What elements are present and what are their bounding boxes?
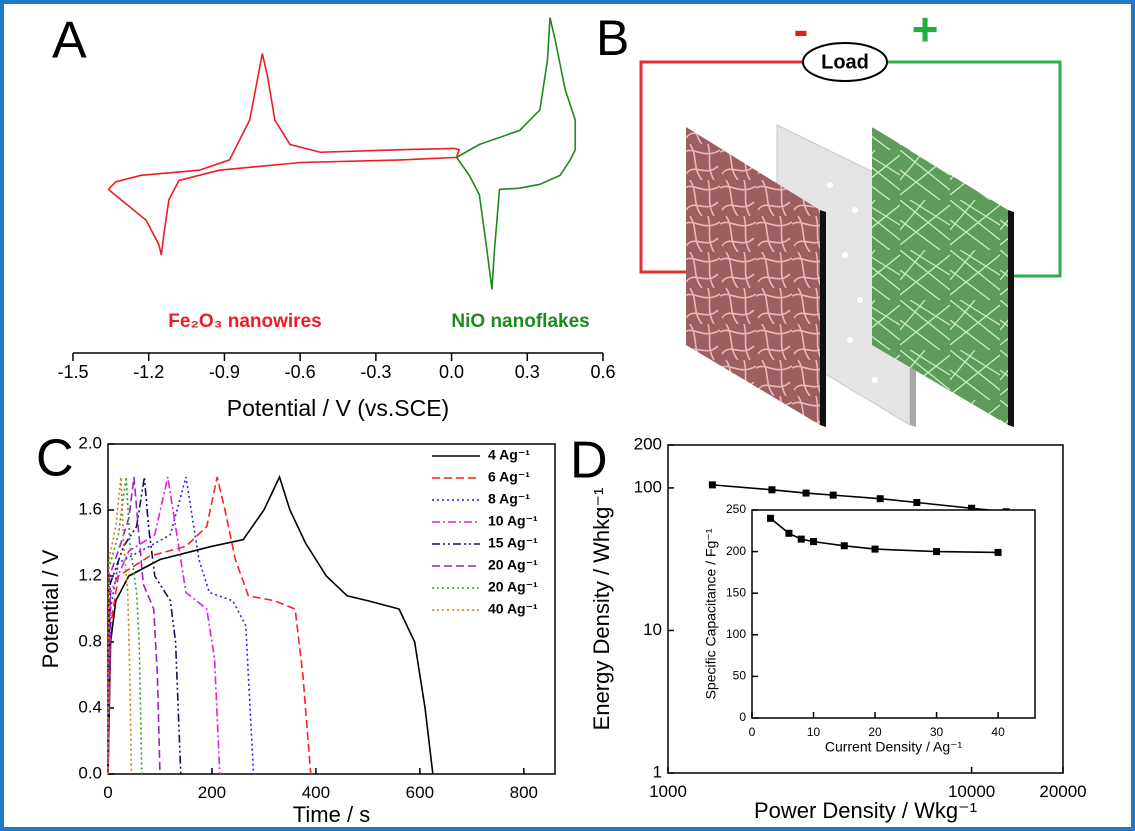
electrode-edge [820,210,826,427]
x-tick-label: 20000 [1039,782,1086,801]
y-tick-label: 100 [726,627,746,641]
marker [797,535,805,543]
x-tick-label: 0.3 [515,362,540,382]
plot-frame [107,443,556,775]
marker [829,491,837,499]
y-tick-label: 250 [726,502,746,516]
x-tick-label: -0.3 [360,362,391,382]
x-axis-title: Potential / V (vs.SCE) [227,395,449,421]
marker [994,548,1002,556]
x-tick-label: 0.6 [590,362,615,382]
y-tick-label: 200 [726,544,746,558]
x-tick-label: 0 [103,783,112,802]
marker [785,529,793,537]
y-axis-title: Energy Density / Whkg⁻¹ [589,488,614,731]
legend-label: 40 Ag⁻¹ [488,601,538,617]
legend-label: 15 Ag⁻¹ [488,535,538,551]
x-tick-label: -1.2 [133,362,164,382]
series-line [107,476,312,775]
legend-label: 20 Ag⁻¹ [488,579,538,595]
x-tick-label: 800 [510,783,538,802]
marker [876,495,884,503]
device-diagram: Load - + B [596,3,1062,427]
x-tick-label: 20 [868,725,882,739]
x-axis-title: Current Density / Ag⁻¹ [825,739,963,755]
marker [810,538,818,546]
marker [933,548,941,556]
x-tick-label: 10 [807,725,821,739]
panel-label: D [570,432,608,490]
x-tick-label: -1.5 [57,362,88,382]
legend-label: 4 Ag⁻¹ [488,447,530,463]
panel-label: C [36,430,74,488]
y-tick-label: 1 [653,762,662,781]
y-tick-label: 50 [733,669,747,683]
load-label: Load [821,51,869,73]
y-tick-label: 1.2 [78,565,102,584]
panel-label: B [596,10,629,66]
x-tick-label: 30 [930,725,944,739]
marker [802,489,810,497]
series-line [107,53,461,256]
x-axis-title: Power Density / Wkg⁻¹ [754,798,977,823]
x-tick-label: 40 [991,725,1005,739]
marker [708,481,716,489]
positive-wire [887,60,1062,278]
x-tick-label: 400 [302,783,330,802]
x-tick-label: 600 [406,783,434,802]
legend-label: 6 Ag⁻¹ [488,469,530,485]
series-line [712,484,1007,513]
negative-wire [639,60,803,274]
panel-label: A [52,12,87,70]
x-tick-label: 10000 [948,782,995,801]
series-line [107,476,182,775]
y-axis-title: Potential / V [38,549,63,668]
marker [913,499,921,507]
y-tick-label: 0.0 [78,763,102,782]
y-tick-label: 150 [726,585,746,599]
series-line [107,476,221,775]
x-tick-label: 0.0 [439,362,464,382]
load [802,42,888,82]
series-line [107,476,133,775]
x-tick-label: 0 [749,725,756,739]
x-tick-label: -0.9 [209,362,240,382]
marker [768,486,776,494]
marker [871,545,879,553]
y-tick-label: 2.0 [78,433,102,452]
nio-electrode [872,127,1008,425]
series-label: NiO nanoflakes [451,311,589,332]
marker [766,514,774,522]
legend-label: 20 Ag⁻¹ [488,557,538,573]
y-tick-label: 200 [634,434,662,453]
marker [968,504,976,512]
marker [840,542,848,550]
negative-sign: - [794,6,809,55]
y-tick-label: 1.6 [78,499,102,518]
series-label: Fe₂O₃ nanowires [168,311,321,332]
y-axis-title: Specific Capacitance / Fg⁻¹ [703,528,719,699]
fe2o3-electrode [686,127,820,425]
series-line [107,476,143,775]
positive-sign: + [912,3,939,55]
x-tick-label: 1000 [649,782,687,801]
x-tick-label: 200 [198,783,226,802]
y-tick-label: 10 [643,620,662,639]
y-tick-label: 100 [634,477,662,496]
legend-label: 10 Ag⁻¹ [488,513,538,529]
series-line [107,476,161,775]
y-tick-label: 0 [739,710,746,724]
y-tick-label: 0.4 [78,697,102,716]
electrode-edge [1008,210,1014,427]
series-line [455,17,577,290]
x-axis-title: Time / s [293,802,370,827]
legend-label: 8 Ag⁻¹ [488,491,530,507]
y-tick-label: 0.8 [78,631,102,650]
plot-frame [751,509,1036,719]
x-tick-label: -0.6 [285,362,316,382]
